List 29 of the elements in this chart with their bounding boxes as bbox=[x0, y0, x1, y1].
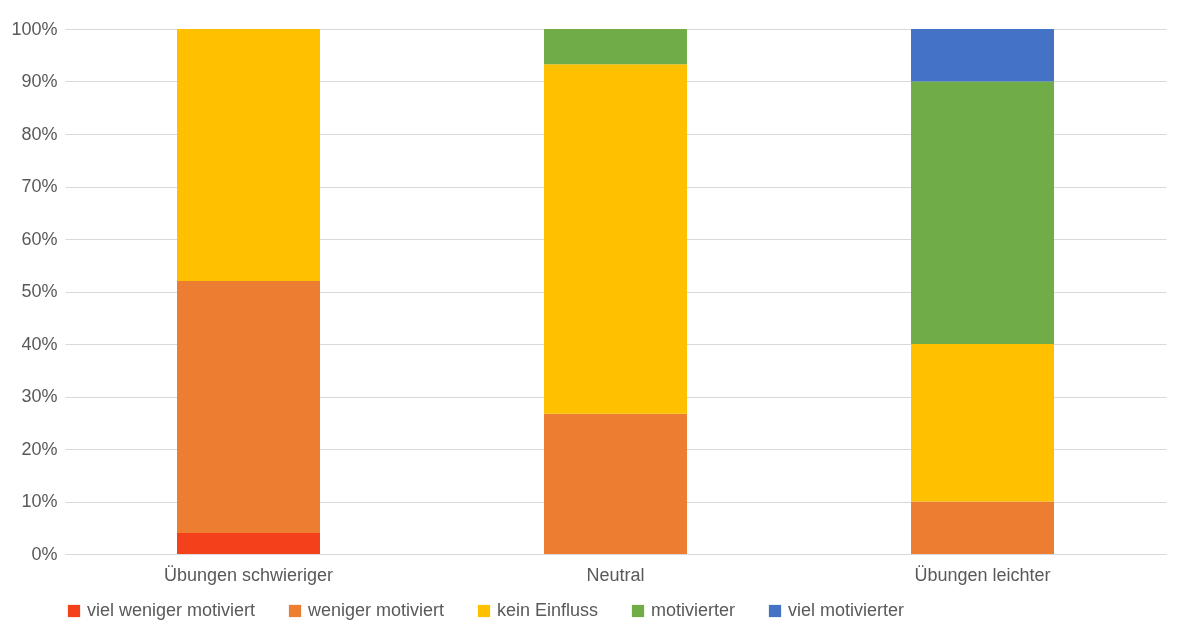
bar bbox=[911, 344, 1054, 502]
legend-label: weniger motiviert bbox=[307, 600, 445, 620]
x-tick-label: Neutral bbox=[586, 564, 645, 585]
legend-label: motivierter bbox=[651, 600, 736, 620]
y-tick-label: 70% bbox=[21, 176, 58, 196]
x-tick-label: Übungen leichter bbox=[914, 564, 1051, 585]
legend-label: kein Einfluss bbox=[497, 600, 599, 620]
y-tick-label: 80% bbox=[21, 123, 58, 144]
y-tick-label: 90% bbox=[21, 71, 58, 91]
y-tick-label: 10% bbox=[21, 491, 58, 511]
y-tick-label: 30% bbox=[21, 386, 58, 406]
bar bbox=[544, 64, 687, 414]
bar bbox=[177, 29, 320, 281]
y-tick-label: 20% bbox=[21, 438, 58, 459]
bar bbox=[177, 533, 320, 554]
bar bbox=[911, 81, 1054, 344]
y-tick-label: 50% bbox=[21, 281, 58, 301]
x-tick-label: Übungen schwieriger bbox=[163, 564, 334, 585]
y-tick-label: 0% bbox=[31, 543, 58, 564]
bar bbox=[544, 413, 687, 554]
y-tick-label: 100% bbox=[11, 18, 58, 39]
legend-label: viel motivierter bbox=[788, 600, 905, 620]
bar bbox=[911, 501, 1054, 554]
legend-label: viel weniger motiviert bbox=[87, 600, 256, 620]
y-tick-label: 40% bbox=[21, 333, 58, 354]
y-tick-label: 60% bbox=[21, 228, 58, 249]
bar bbox=[177, 281, 320, 533]
bar bbox=[911, 29, 1054, 82]
bar bbox=[544, 29, 687, 65]
